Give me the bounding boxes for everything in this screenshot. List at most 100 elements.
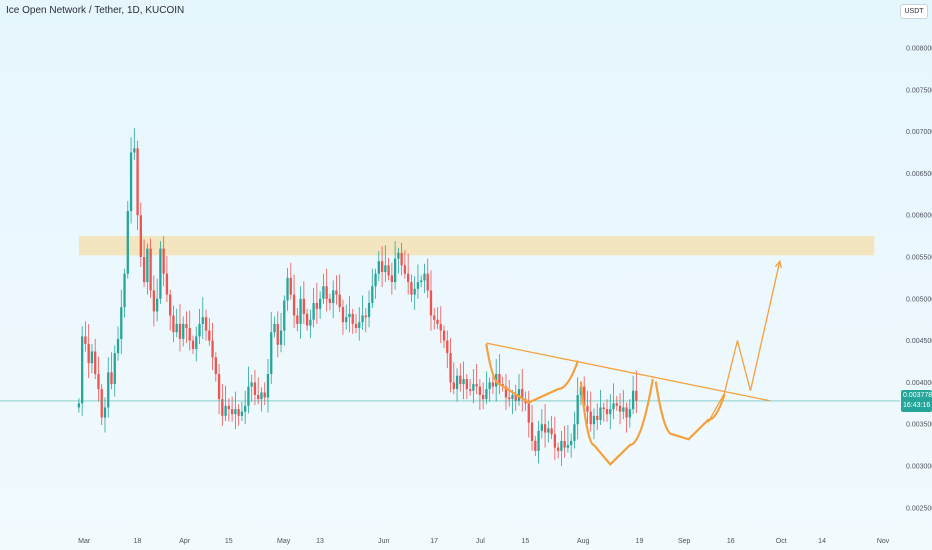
symbol-title: Ice Open Network / Tether, 1D, KUCOIN [6, 5, 185, 16]
candle-body [195, 336, 198, 349]
candle [341, 299, 345, 335]
candle [439, 306, 442, 344]
candle [605, 399, 609, 422]
candle-body [123, 273, 126, 308]
candle [302, 281, 305, 324]
candle [97, 356, 100, 402]
candle [420, 275, 423, 288]
candle-body [605, 409, 609, 415]
candle [139, 202, 142, 268]
candle [198, 308, 201, 344]
candle-body [103, 407, 107, 418]
candle-body [576, 394, 579, 425]
candle [459, 363, 462, 392]
candle [312, 287, 315, 328]
candle-body [622, 407, 625, 412]
candle [237, 404, 240, 426]
candle [322, 273, 325, 304]
candle [116, 326, 120, 361]
candle-body [609, 409, 612, 415]
candle [152, 275, 156, 327]
candle-body [423, 273, 426, 281]
candle-body [586, 405, 589, 412]
candle-body [517, 389, 521, 401]
candle-body [410, 282, 413, 295]
candle [292, 274, 296, 329]
candle [81, 326, 84, 416]
candle-body [452, 382, 455, 390]
candle-body [387, 265, 390, 276]
candle-body [273, 323, 276, 333]
candle [628, 399, 631, 428]
candle-body [413, 288, 416, 295]
candle-body [374, 273, 377, 287]
candle-body [534, 440, 537, 451]
candle-body [400, 252, 403, 266]
candle-body [547, 428, 550, 433]
candle-body [126, 211, 129, 274]
candle [622, 389, 625, 420]
candle [77, 398, 81, 413]
candle [602, 402, 605, 422]
candle-body [550, 428, 553, 435]
candle-body [481, 394, 485, 400]
projection-path [707, 261, 781, 423]
candle-body [511, 394, 514, 400]
candle [270, 312, 273, 385]
candle [367, 290, 371, 328]
candle [230, 396, 234, 422]
candle [550, 415, 553, 440]
candle [146, 243, 149, 295]
candle [332, 280, 335, 319]
candle [159, 241, 162, 304]
candle [635, 370, 638, 414]
candle-body [459, 375, 462, 385]
candle-body [247, 386, 250, 406]
currency-button[interactable]: USDT [900, 4, 928, 19]
candle-body [159, 248, 162, 299]
candle-body [596, 415, 599, 421]
candle [407, 253, 410, 295]
candle-body [224, 405, 227, 416]
time-tick-label: Sep [678, 538, 691, 545]
candle [309, 309, 312, 339]
bar-countdown: 16:43:16 [903, 401, 931, 409]
candle [335, 275, 338, 305]
candle [631, 375, 635, 415]
time-axis: Mar 18 Apr 15 May 13 Jun 17 Jul 15 Aug 19 Sep 16 Oct 14… [78, 538, 890, 545]
candle [400, 242, 403, 276]
candle [485, 371, 488, 405]
candle-body [537, 430, 540, 451]
candle-body [521, 389, 524, 400]
candle-body [504, 386, 508, 398]
candle-body [182, 323, 185, 339]
candle-body [332, 290, 335, 303]
cup-pattern-curve [654, 381, 726, 441]
candle-body [198, 323, 201, 337]
candle [247, 366, 250, 414]
candle [107, 357, 110, 418]
candle-body [566, 445, 570, 448]
candle [286, 267, 289, 311]
candle-body [442, 330, 446, 341]
candle-body [208, 330, 211, 341]
candle [358, 307, 361, 341]
candle [208, 318, 211, 346]
candle-body [433, 315, 436, 320]
candle-body [237, 409, 240, 416]
candle-body [279, 330, 283, 345]
candle [263, 382, 266, 405]
candle-body [110, 372, 113, 385]
candle-body [100, 389, 103, 418]
candle-body [315, 302, 319, 309]
candle [172, 305, 175, 343]
candle-body [488, 382, 491, 390]
candle [429, 270, 433, 331]
candle [361, 295, 364, 330]
candle [266, 358, 270, 413]
candle-body [201, 317, 204, 324]
candle-body [325, 286, 328, 299]
